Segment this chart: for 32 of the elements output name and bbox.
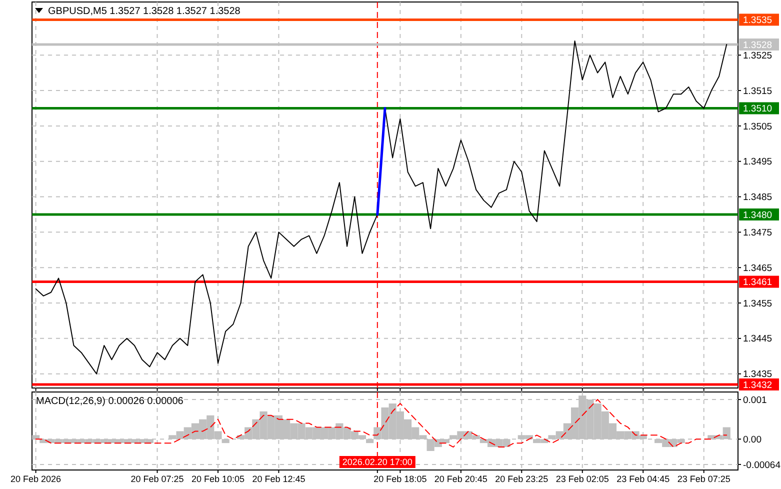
y-tick-label: 1.3445 (743, 334, 772, 345)
x-tick-label: 20 Feb 18:05 (374, 474, 427, 484)
x-tick-label: 20 Feb 10:05 (191, 474, 245, 484)
x-tick-label: 20 Feb 12:45 (252, 474, 306, 484)
y-tick-label: 1.3435 (743, 369, 772, 380)
ref-line-label: 1.3535 (743, 15, 772, 26)
y-tick-label: 1.3485 (743, 192, 772, 204)
y-tick-label: 0.00 (743, 434, 762, 446)
y-tick-label: 1.3475 (743, 228, 772, 239)
chart-title: MACD(12,26,9) 0.00026 0.00006 (36, 396, 184, 407)
x-tick-label: 20 Feb 23:25 (495, 474, 548, 484)
y-tick-label: 1.3465 (743, 262, 772, 274)
x-tick-label: 23 Feb 02:05 (556, 474, 609, 484)
y-tick-label: 1.3515 (743, 86, 772, 97)
ref-line-label: 1.3510 (743, 104, 772, 115)
y-tick-label: 1.3505 (743, 121, 772, 132)
y-tick-label: 1.3525 (743, 50, 772, 62)
y-tick-label: 1.3455 (743, 298, 772, 310)
x-tick-label: 20 Feb 07:25 (130, 474, 184, 484)
x-tick-label: 2026.02.20 17:00 (342, 457, 412, 468)
x-tick-label: 23 Feb 07:25 (677, 474, 730, 484)
ref-line-label: 1.3480 (743, 210, 772, 221)
ref-line-label: 1.3528 (743, 40, 772, 51)
ref-line-label: 1.3461 (743, 277, 772, 288)
y-tick-label: -0.00064 (743, 460, 781, 471)
x-tick-label: 20 Feb 2026 (10, 474, 62, 484)
x-tick-label: 23 Feb 04:45 (616, 474, 670, 484)
ref-line-label: 1.3432 (743, 380, 772, 391)
x-tick-label: 20 Feb 20:45 (434, 474, 488, 484)
y-tick-label: 1.3495 (743, 156, 772, 168)
chart-title: GBPUSD,M5 1.3527 1.3528 1.3527 1.3528 (48, 6, 241, 17)
y-tick-label: 0.001 (743, 394, 767, 406)
